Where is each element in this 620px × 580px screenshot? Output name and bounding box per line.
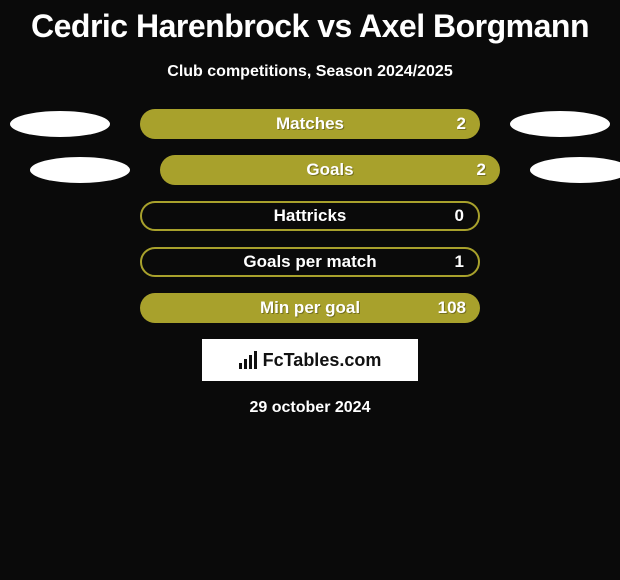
- stat-bar: Matches 2: [140, 109, 480, 139]
- stat-label: Goals: [306, 160, 353, 180]
- stat-row: Hattricks 0: [0, 201, 620, 231]
- branding-text: FcTables.com: [263, 350, 382, 371]
- stat-value: 1: [455, 252, 464, 272]
- branding-box: FcTables.com: [202, 339, 418, 381]
- stat-label: Min per goal: [260, 298, 360, 318]
- stat-row: Matches 2: [0, 109, 620, 139]
- player-left-marker: [30, 157, 130, 183]
- stat-bar: Min per goal 108: [140, 293, 480, 323]
- stat-value: 2: [477, 160, 486, 180]
- player-left-marker: [10, 111, 110, 137]
- stat-bar: Hattricks 0: [140, 201, 480, 231]
- stat-row: Goals per match 1: [0, 247, 620, 277]
- stat-bar: Goals 2: [160, 155, 500, 185]
- stat-row: Min per goal 108: [0, 293, 620, 323]
- comparison-infographic: Cedric Harenbrock vs Axel Borgmann Club …: [0, 0, 620, 417]
- stat-value: 0: [455, 206, 464, 226]
- player-right-marker: [530, 157, 620, 183]
- stat-label: Goals per match: [243, 252, 376, 272]
- stat-label: Hattricks: [274, 206, 347, 226]
- page-subtitle: Club competitions, Season 2024/2025: [0, 63, 620, 81]
- footer-date: 29 october 2024: [0, 399, 620, 417]
- player-right-marker: [510, 111, 610, 137]
- logo-bars-icon: [239, 351, 257, 369]
- stat-value: 2: [457, 114, 466, 134]
- stat-row: Goals 2: [0, 155, 620, 185]
- page-title: Cedric Harenbrock vs Axel Borgmann: [0, 8, 620, 45]
- stat-value: 108: [438, 298, 466, 318]
- stat-bar: Goals per match 1: [140, 247, 480, 277]
- stat-label: Matches: [276, 114, 344, 134]
- stat-bars: Matches 2 Goals 2 Hattricks 0 Goals per match 1…: [0, 109, 620, 323]
